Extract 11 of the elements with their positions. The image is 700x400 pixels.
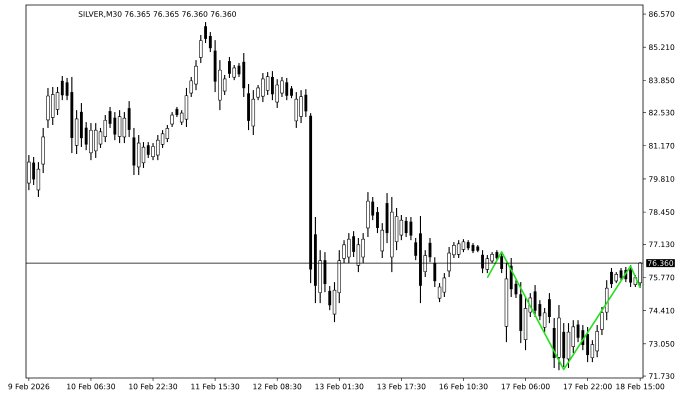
candlestick bbox=[66, 77, 69, 101]
candlestick bbox=[514, 280, 518, 299]
candlestick bbox=[208, 32, 212, 53]
candlestick bbox=[290, 85, 293, 99]
line-series bbox=[486, 251, 641, 370]
candlestick bbox=[472, 242, 474, 254]
candlestick bbox=[199, 34, 203, 64]
candlestick bbox=[600, 306, 604, 336]
candlestick bbox=[409, 216, 412, 241]
candlestick bbox=[376, 206, 379, 234]
candlestick bbox=[204, 22, 207, 44]
